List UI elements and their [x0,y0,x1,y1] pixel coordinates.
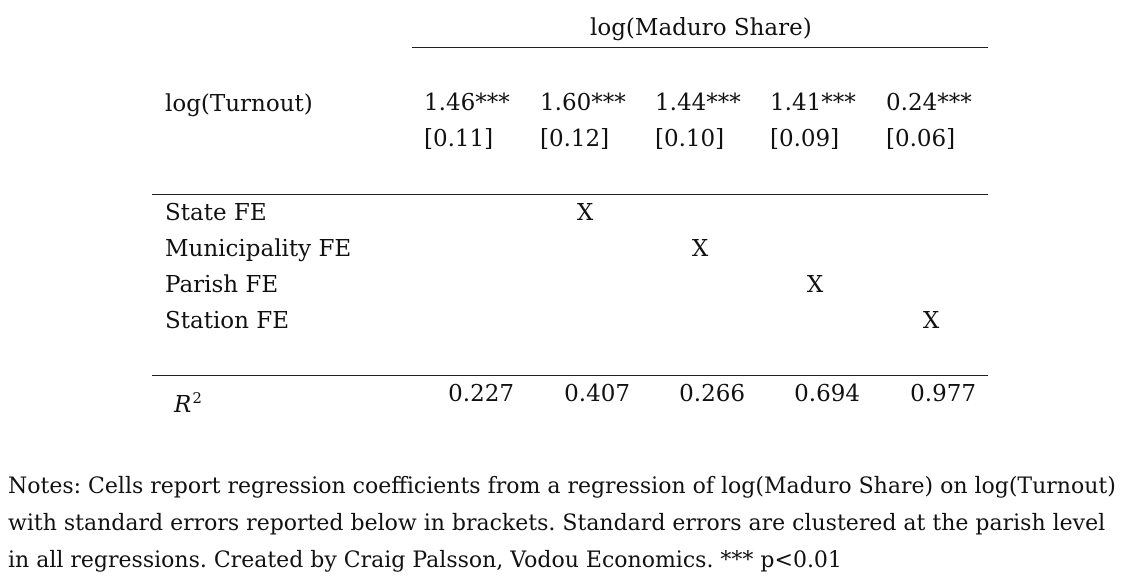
r2-col-5: 0.977 [910,381,976,407]
notes-line-2: with standard errors reported below in b… [8,511,1106,536]
coef-col-5: 0.24*** [886,90,972,116]
notes-line-1: Notes: Cells report regression coefficie… [8,474,1116,499]
r2-col-1: 0.227 [448,381,514,407]
fe-label-station: Station FE [165,308,290,334]
fe-mark-municipality: X [691,236,709,262]
fe-mark-parish: X [806,272,824,298]
mid-rule [152,194,988,195]
fe-label-parish: Parish FE [165,272,279,298]
coef-col-2: 1.60*** [540,90,626,116]
se-col-2: [0.12] [540,126,610,152]
dependent-variable-header: log(Maduro Share) [590,15,812,41]
se-col-3: [0.10] [655,126,725,152]
notes-line-3: in all regressions. Created by Craig Pal… [8,548,842,573]
r2-col-4: 0.694 [794,381,860,407]
coef-col-3: 1.44*** [655,90,741,116]
fe-label-state: State FE [165,200,267,226]
r2-rule [152,375,988,376]
se-col-4: [0.09] [770,126,840,152]
r2-label: R2 [174,389,202,418]
fe-label-municipality: Municipality FE [165,236,352,262]
r2-col-2: 0.407 [564,381,630,407]
regressor-label: log(Turnout) [165,91,313,117]
fe-mark-station: X [922,308,940,334]
se-col-5: [0.06] [886,126,956,152]
header-rule [412,47,988,48]
fe-mark-state: X [576,200,594,226]
coef-col-4: 1.41*** [770,90,856,116]
r2-col-3: 0.266 [679,381,745,407]
coef-col-1: 1.46*** [424,90,510,116]
table-notes: Notes: Cells report regression coefficie… [8,468,1133,579]
se-col-1: [0.11] [424,126,494,152]
